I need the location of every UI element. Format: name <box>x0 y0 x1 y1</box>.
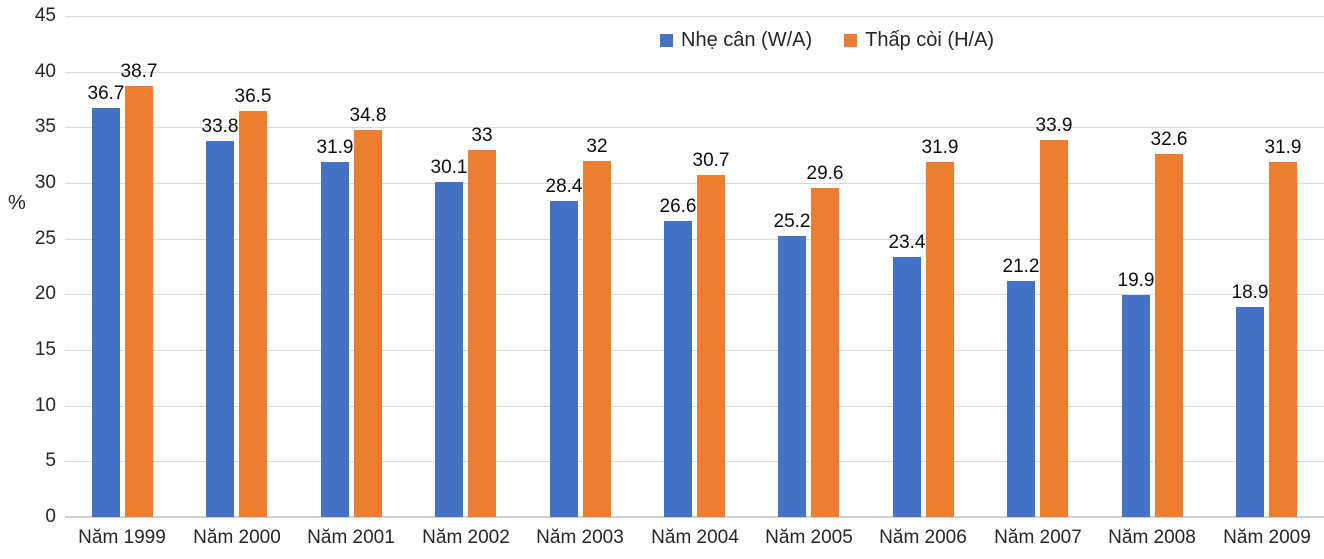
data-label: 32.6 <box>1150 129 1188 151</box>
data-label: 33.8 <box>201 115 239 137</box>
y-tick-label: 25 <box>34 228 56 249</box>
x-tick-label: Năm 2003 <box>536 527 624 548</box>
bar-series2 <box>354 129 382 517</box>
data-label: 28.4 <box>545 175 583 197</box>
legend-item: Nhẹ cân (W/A) <box>660 29 812 52</box>
gridline <box>65 72 1324 73</box>
bar-series1 <box>1236 306 1264 517</box>
y-tick-label: 30 <box>34 172 56 193</box>
x-tick-label: Năm 2004 <box>651 527 739 548</box>
data-label: 26.6 <box>659 195 697 217</box>
legend-item: Thấp còi (H/A) <box>844 29 994 52</box>
y-tick-label: 0 <box>45 506 56 527</box>
bar-series2 <box>239 110 267 517</box>
bar-series2 <box>583 160 611 517</box>
y-tick-label: 40 <box>34 61 56 82</box>
bar-series1 <box>206 140 234 517</box>
gridline <box>65 461 1324 462</box>
x-tick-label: Năm 2000 <box>193 527 281 548</box>
data-label: 19.9 <box>1117 270 1155 292</box>
data-label: 33 <box>471 124 493 146</box>
x-tick-label: Năm 2009 <box>1223 527 1311 548</box>
gridline <box>65 294 1324 295</box>
data-label: 25.2 <box>773 211 811 233</box>
data-label: 29.6 <box>806 162 844 184</box>
gridline <box>65 16 1324 17</box>
x-tick-label: Năm 2001 <box>307 527 395 548</box>
y-tick-label: 15 <box>34 339 56 360</box>
data-label: 36.7 <box>87 83 125 105</box>
legend-label: Nhẹ cân (W/A) <box>681 29 813 51</box>
data-label: 36.5 <box>234 85 272 107</box>
gridline <box>65 406 1324 407</box>
legend: Nhẹ cân (W/A) Thấp còi (H/A) <box>660 29 994 52</box>
data-label: 31.9 <box>1264 136 1302 158</box>
gridline <box>65 239 1324 240</box>
y-axis-title: % <box>8 192 26 214</box>
x-tick-label: Năm 2008 <box>1108 527 1196 548</box>
bar-series2 <box>926 161 954 517</box>
x-axis-line <box>65 516 1324 518</box>
bar-series1 <box>893 256 921 517</box>
bar-series1 <box>321 161 349 517</box>
data-label: 30.1 <box>430 156 468 178</box>
x-tick-label: Năm 2006 <box>879 527 967 548</box>
data-label: 30.7 <box>692 150 730 172</box>
y-tick-label: 10 <box>34 395 56 416</box>
bar-series1 <box>1122 295 1150 517</box>
gridline <box>65 127 1324 128</box>
bar-series1 <box>778 236 806 517</box>
x-tick-label: Năm 2002 <box>422 527 510 548</box>
bar-series2 <box>811 187 839 517</box>
bar-series2 <box>697 175 725 517</box>
data-label: 32 <box>586 135 608 157</box>
data-label: 33.9 <box>1035 114 1073 136</box>
data-label: 31.9 <box>921 136 959 158</box>
legend-swatch-icon <box>660 34 673 47</box>
bar-series1 <box>92 108 120 517</box>
x-tick-label: Năm 2007 <box>994 527 1082 548</box>
bar-series2 <box>1155 154 1183 517</box>
gridline <box>65 183 1324 184</box>
y-tick-label: 5 <box>45 450 56 471</box>
y-tick-label: 35 <box>34 116 56 137</box>
bar-series2 <box>1269 161 1297 517</box>
data-label: 34.8 <box>349 104 387 126</box>
bar-series1 <box>435 181 463 517</box>
x-tick-label: Năm 2005 <box>765 527 853 548</box>
y-tick-label: 45 <box>34 5 56 26</box>
data-label: 23.4 <box>888 231 926 253</box>
bar-series1 <box>550 200 578 517</box>
gridline <box>65 350 1324 351</box>
bar-series2 <box>1040 139 1068 517</box>
data-label: 21.2 <box>1002 256 1040 277</box>
y-tick-label: 20 <box>34 283 56 304</box>
bar-series2 <box>468 149 496 517</box>
data-label: 31.9 <box>316 136 354 158</box>
legend-label: Thấp còi (H/A) <box>865 29 995 51</box>
data-label: 38.7 <box>120 61 158 83</box>
bar-series1 <box>664 220 692 517</box>
data-label: 18.9 <box>1231 281 1269 303</box>
x-tick-label: Năm 1999 <box>78 527 166 548</box>
bar-series2 <box>125 86 153 517</box>
legend-swatch-icon <box>844 34 858 47</box>
bar-series1 <box>1007 281 1035 517</box>
